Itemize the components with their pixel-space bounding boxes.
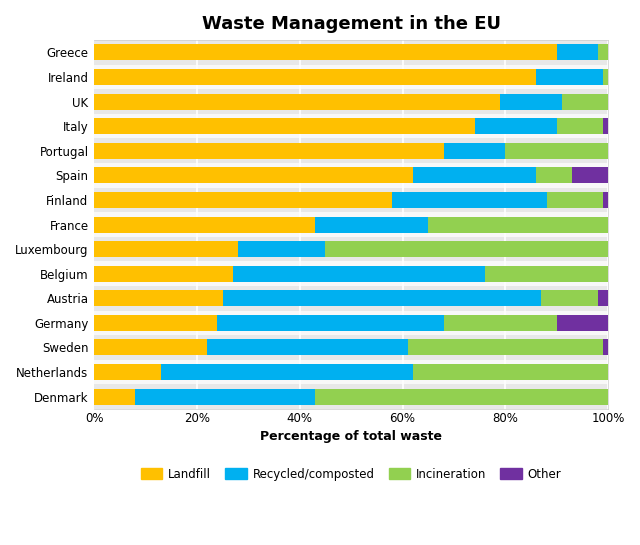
Bar [557, 315, 608, 331]
Bar [94, 40, 608, 65]
Bar [94, 138, 608, 163]
Bar [94, 143, 444, 159]
Bar [500, 94, 562, 110]
Bar [135, 389, 315, 404]
Bar [536, 167, 572, 183]
Bar [94, 216, 315, 233]
Bar [536, 69, 603, 85]
Bar [94, 389, 135, 404]
Bar [572, 167, 608, 183]
Bar [94, 262, 608, 286]
Bar [94, 114, 608, 138]
Bar [94, 384, 608, 409]
Bar [598, 44, 608, 60]
Bar [408, 340, 603, 355]
Bar [315, 389, 608, 404]
Bar [557, 118, 603, 134]
Bar [603, 118, 608, 134]
Bar [218, 315, 444, 331]
Bar [233, 266, 485, 282]
Title: Waste Management in the EU: Waste Management in the EU [202, 15, 500, 33]
Bar [94, 315, 218, 331]
Bar [603, 340, 608, 355]
Bar [475, 118, 557, 134]
Bar [326, 241, 608, 257]
Bar [413, 167, 536, 183]
Bar [94, 360, 608, 384]
Bar [94, 167, 413, 183]
Bar [315, 216, 428, 233]
Bar [94, 69, 536, 85]
Bar [541, 290, 598, 306]
Bar [94, 94, 500, 110]
Bar [428, 216, 608, 233]
Bar [94, 286, 608, 311]
Bar [485, 266, 608, 282]
Bar [223, 290, 541, 306]
Bar [94, 241, 238, 257]
Bar [94, 266, 233, 282]
Bar [94, 290, 223, 306]
Bar [444, 315, 557, 331]
Bar [598, 290, 608, 306]
Bar [603, 69, 608, 85]
Bar [94, 65, 608, 89]
Bar [392, 192, 547, 208]
Bar [547, 192, 603, 208]
Bar [557, 44, 598, 60]
Bar [94, 335, 608, 360]
Legend: Landfill, Recycled/composted, Incineration, Other: Landfill, Recycled/composted, Incinerati… [136, 463, 566, 485]
Bar [603, 192, 608, 208]
Bar [94, 163, 608, 187]
Bar [444, 143, 506, 159]
Bar [94, 187, 608, 212]
Bar [94, 44, 557, 60]
Bar [94, 212, 608, 237]
Bar [94, 340, 207, 355]
Bar [94, 89, 608, 114]
Bar [94, 364, 161, 380]
Bar [94, 237, 608, 262]
Bar [562, 94, 608, 110]
Bar [207, 340, 408, 355]
Bar [94, 192, 392, 208]
X-axis label: Percentage of total waste: Percentage of total waste [260, 431, 442, 443]
Bar [94, 311, 608, 335]
Bar [94, 118, 475, 134]
Bar [506, 143, 608, 159]
Bar [238, 241, 326, 257]
Bar [161, 364, 413, 380]
Bar [413, 364, 608, 380]
